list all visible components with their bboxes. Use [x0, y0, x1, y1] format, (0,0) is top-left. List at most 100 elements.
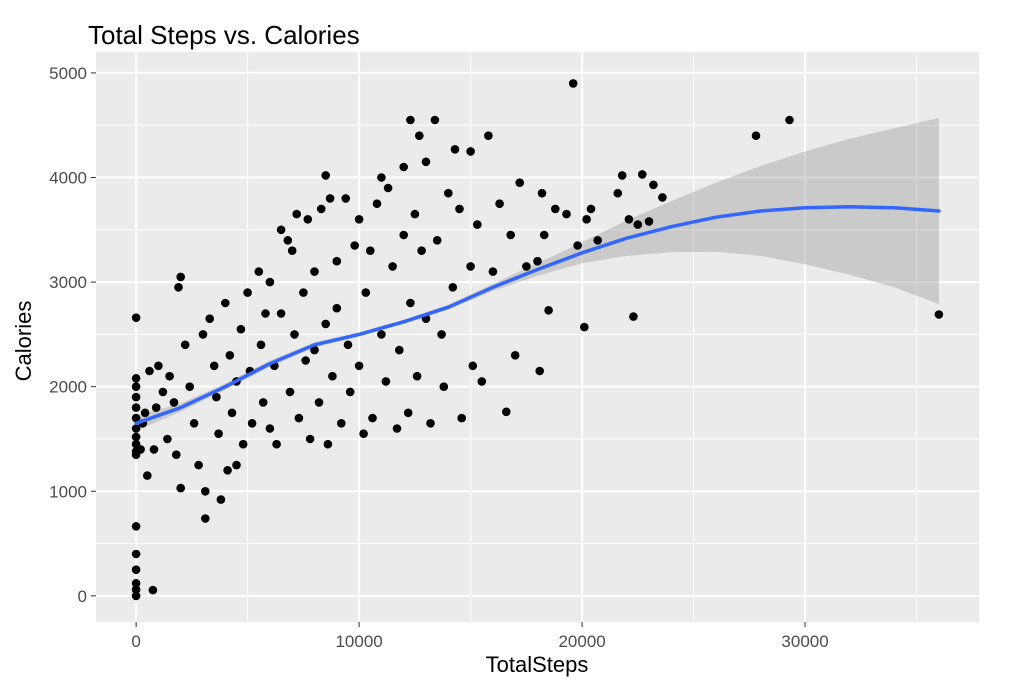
- data-point: [515, 178, 524, 187]
- data-point: [582, 215, 591, 224]
- data-point: [448, 283, 458, 292]
- data-point: [537, 188, 547, 198]
- data-point: [205, 314, 214, 324]
- x-tick-label: 0: [131, 632, 140, 651]
- data-point: [354, 361, 364, 371]
- data-point: [163, 434, 172, 444]
- data-point: [455, 204, 464, 214]
- data-point: [535, 366, 544, 376]
- data-point: [361, 288, 371, 297]
- data-point: [180, 340, 190, 350]
- data-point: [399, 230, 409, 240]
- y-tick-label: 3000: [49, 273, 87, 292]
- data-point: [372, 199, 382, 208]
- data-point: [136, 445, 145, 454]
- data-point: [406, 298, 415, 308]
- data-point: [484, 131, 493, 140]
- data-point: [343, 340, 353, 350]
- data-point: [417, 246, 426, 255]
- data-point: [154, 361, 163, 371]
- data-point: [189, 419, 199, 428]
- data-point: [276, 225, 286, 235]
- data-point: [658, 193, 667, 202]
- x-tick-label: 30000: [781, 632, 828, 651]
- data-point: [337, 419, 346, 428]
- data-point: [332, 256, 342, 266]
- data-point: [221, 298, 230, 308]
- data-point: [227, 408, 237, 418]
- data-point: [185, 382, 194, 392]
- data-point: [341, 194, 351, 203]
- data-point: [174, 283, 183, 292]
- data-point: [468, 361, 478, 371]
- data-point: [399, 162, 409, 172]
- data-point: [131, 374, 141, 383]
- data-point: [629, 312, 638, 321]
- data-point: [586, 204, 596, 214]
- data-point: [176, 483, 185, 493]
- data-point: [437, 330, 446, 339]
- data-point: [522, 262, 531, 271]
- data-point: [131, 432, 141, 442]
- data-point: [131, 522, 141, 531]
- data-point: [354, 215, 364, 224]
- x-tick-label: 10000: [335, 632, 382, 651]
- data-point: [392, 424, 402, 433]
- data-point: [444, 188, 453, 198]
- data-point: [131, 591, 141, 601]
- data-point: [359, 429, 368, 439]
- data-point: [377, 173, 386, 182]
- data-point: [450, 145, 460, 154]
- data-point: [649, 180, 658, 190]
- data-point: [439, 382, 449, 392]
- data-point: [201, 487, 210, 496]
- data-point: [238, 439, 248, 449]
- data-point: [232, 460, 241, 470]
- data-point: [388, 262, 397, 271]
- data-point: [395, 345, 404, 355]
- data-point: [131, 585, 141, 594]
- data-point: [562, 209, 571, 219]
- data-point: [236, 324, 246, 334]
- data-point: [466, 262, 475, 271]
- data-point: [573, 241, 582, 250]
- data-point: [624, 215, 634, 224]
- data-point: [510, 351, 520, 360]
- data-point: [148, 585, 158, 595]
- data-point: [638, 170, 647, 179]
- data-point: [225, 351, 235, 360]
- data-point: [593, 236, 602, 245]
- data-point: [633, 220, 643, 229]
- data-point: [785, 115, 794, 125]
- plot-panel: [96, 52, 979, 622]
- data-point: [506, 230, 515, 240]
- data-point: [143, 471, 152, 480]
- data-point: [254, 267, 264, 276]
- data-point: [381, 377, 391, 386]
- data-point: [294, 413, 304, 423]
- data-point: [321, 171, 331, 180]
- data-point: [325, 194, 335, 203]
- y-axis-title: Calories: [11, 301, 36, 382]
- data-point: [466, 147, 475, 156]
- data-point: [258, 398, 268, 407]
- data-point: [644, 217, 654, 226]
- data-point: [140, 408, 150, 418]
- data-point: [214, 429, 223, 439]
- data-point: [310, 345, 319, 355]
- data-point: [169, 398, 179, 407]
- data-point: [406, 115, 415, 125]
- data-point: [303, 215, 313, 224]
- y-tick-label: 5000: [49, 64, 87, 83]
- data-point: [261, 309, 270, 318]
- data-point: [617, 171, 627, 180]
- data-point: [212, 392, 221, 402]
- data-point: [151, 403, 161, 412]
- data-point: [287, 246, 297, 255]
- data-point: [131, 313, 141, 323]
- data-point: [265, 424, 275, 433]
- y-tick-label: 0: [78, 587, 87, 606]
- data-point: [332, 303, 342, 313]
- data-point: [131, 565, 141, 574]
